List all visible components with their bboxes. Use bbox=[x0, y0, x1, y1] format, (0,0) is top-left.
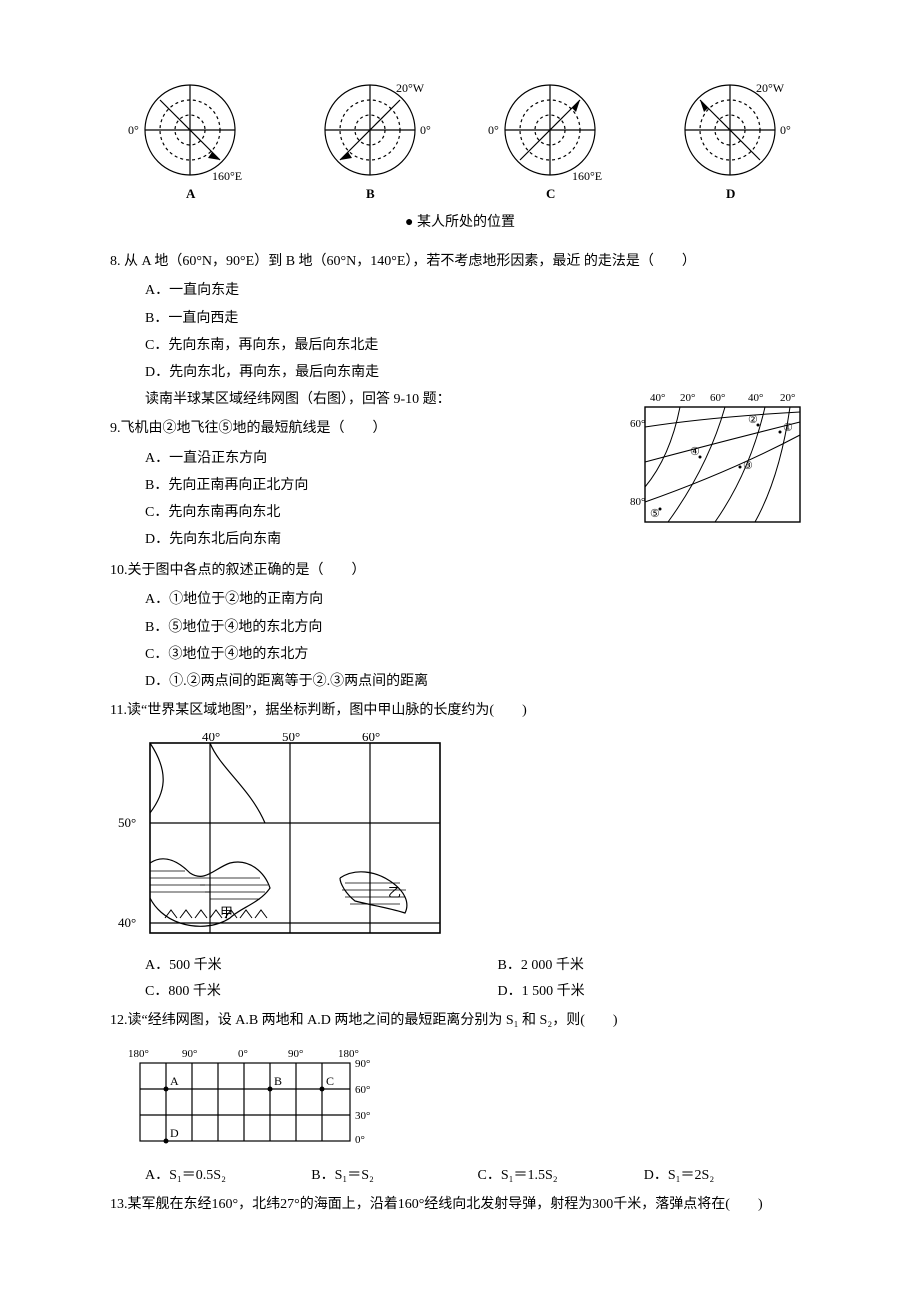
svg-text:D: D bbox=[170, 1126, 179, 1140]
svg-text:20°W: 20°W bbox=[396, 81, 425, 95]
panel-c: 0° 160°E C bbox=[470, 70, 630, 200]
q11-opt-b: B．2 000 千米 bbox=[498, 953, 811, 978]
svg-text:A: A bbox=[170, 1074, 179, 1088]
top-diagram-caption: ● 某人所处的位置 bbox=[110, 210, 810, 235]
q10-stem: 10.关于图中各点的叙述正确的是（ ） bbox=[110, 558, 810, 583]
svg-text:①: ① bbox=[783, 422, 793, 434]
svg-text:60°: 60° bbox=[355, 1084, 370, 1096]
q11-map: 40° 50° 60° 50° 40° 甲 乙 bbox=[110, 733, 450, 943]
svg-text:160°E: 160°E bbox=[572, 169, 602, 183]
svg-text:60°: 60° bbox=[362, 733, 380, 744]
q9-opt-b: B．先向正南再向正北方向 bbox=[145, 473, 612, 498]
q8-stem: 8. 从 A 地（60°N，90°E）到 B 地（60°N，140°E），若不考… bbox=[110, 249, 810, 274]
q10-opt-a: A．①地位于②地的正南方向 bbox=[145, 587, 810, 612]
svg-text:0°: 0° bbox=[488, 123, 499, 137]
q10-opt-b: B．⑤地位于④地的东北方向 bbox=[145, 615, 810, 640]
panel-d: 20°W 0° D bbox=[650, 70, 810, 200]
svg-text:B: B bbox=[274, 1074, 282, 1088]
svg-text:50°: 50° bbox=[118, 815, 136, 830]
svg-text:90°: 90° bbox=[288, 1048, 303, 1060]
svg-text:60°: 60° bbox=[630, 418, 645, 430]
panel-a: 0° 160°E A bbox=[110, 70, 270, 200]
svg-text:C: C bbox=[546, 186, 555, 200]
panel-b: 20°W 0° B bbox=[290, 70, 450, 200]
side-map: 40° 20° 60° 40° 20° 60° 80° ① ② ③ ④ ⑤ bbox=[630, 387, 810, 537]
q11-opt-d: D．1 500 千米 bbox=[498, 979, 811, 1004]
svg-text:④: ④ bbox=[690, 446, 700, 458]
q10-opt-d: D．①.②两点间的距离等于②.③两点间的距离 bbox=[145, 669, 810, 694]
q12-opt-a: A．S₁＝0.5S₂ bbox=[145, 1163, 311, 1188]
svg-text:C: C bbox=[326, 1074, 334, 1088]
q8-opt-b: B．一直向西走 bbox=[145, 306, 810, 331]
svg-text:②: ② bbox=[748, 414, 758, 426]
svg-text:⑤: ⑤ bbox=[650, 508, 660, 520]
svg-text:60°: 60° bbox=[710, 392, 725, 404]
q9-opt-c: C．先向东南再向东北 bbox=[145, 500, 612, 525]
svg-text:180°: 180° bbox=[128, 1048, 149, 1060]
q12-stem: 12.读“经纬网图，设 A.B 两地和 A.D 两地之间的最短距离分别为 S₁ … bbox=[110, 1008, 810, 1033]
svg-text:20°: 20° bbox=[780, 392, 795, 404]
q11-stem: 11.读“世界某区域地图”，据坐标判断，图中甲山脉的长度约为( ) bbox=[110, 698, 810, 723]
svg-text:乙: 乙 bbox=[388, 885, 401, 900]
svg-text:0°: 0° bbox=[355, 1134, 365, 1146]
q10-opt-c: C．③地位于④地的东北方 bbox=[145, 642, 810, 667]
q12-grid: 180° 90° 0° 90° 180° 90° 60° 30° 0° A B … bbox=[110, 1043, 390, 1153]
svg-text:160°E: 160°E bbox=[212, 169, 242, 183]
q9-stem: 9.飞机由②地飞往⑤地的最短航线是（ ） bbox=[110, 416, 612, 441]
q12-opt-c: C．S₁＝1.5S₂ bbox=[478, 1163, 644, 1188]
svg-text:40°: 40° bbox=[202, 733, 220, 744]
q8-options: A．一直向东走 B．一直向西走 C．先向东南，再向东，最后向东北走 D．先向东北… bbox=[110, 278, 810, 385]
q9-lead: 读南半球某区域经纬网图（右图），回答 9-10 题： bbox=[110, 387, 612, 412]
q11-opt-c: C．800 千米 bbox=[145, 979, 458, 1004]
q8-opt-d: D．先向东北，再向东，最后向东南走 bbox=[145, 360, 810, 385]
svg-text:甲: 甲 bbox=[220, 905, 233, 920]
q12-opt-b: B．S₁＝S₂ bbox=[311, 1163, 477, 1188]
top-diagram-row: 0° 160°E A 20°W 0° B 0° 160°E C bbox=[110, 70, 810, 200]
svg-text:0°: 0° bbox=[238, 1048, 248, 1060]
q8-opt-a: A．一直向东走 bbox=[145, 278, 810, 303]
q11-options: A．500 千米 B．2 000 千米 C．800 千米 D．1 500 千米 bbox=[110, 953, 810, 1003]
svg-text:D: D bbox=[726, 186, 735, 200]
q9-opt-a: A．一直沿正东方向 bbox=[145, 446, 612, 471]
q11-opt-a: A．500 千米 bbox=[145, 953, 458, 978]
q13-stem: 13.某军舰在东经160°，北纬27°的海面上，沿着160°经线向北发射导弹，射… bbox=[110, 1192, 810, 1217]
q12-options: A．S₁＝0.5S₂ B．S₁＝S₂ C．S₁＝1.5S₂ D．S₁＝2S₂ bbox=[110, 1163, 810, 1188]
svg-text:0°: 0° bbox=[128, 123, 139, 137]
svg-text:B: B bbox=[366, 186, 375, 200]
svg-text:40°: 40° bbox=[650, 392, 665, 404]
svg-text:20°W: 20°W bbox=[756, 81, 785, 95]
svg-text:80°: 80° bbox=[630, 496, 645, 508]
q9-opt-d: D．先向东北后向东南 bbox=[145, 527, 612, 552]
q12-opt-d: D．S₁＝2S₂ bbox=[644, 1163, 810, 1188]
svg-text:20°: 20° bbox=[680, 392, 695, 404]
svg-text:90°: 90° bbox=[182, 1048, 197, 1060]
q9-options: A．一直沿正东方向 B．先向正南再向正北方向 C．先向东南再向东北 D．先向东北… bbox=[110, 446, 612, 553]
svg-text:50°: 50° bbox=[282, 733, 300, 744]
svg-text:90°: 90° bbox=[355, 1058, 370, 1070]
svg-text:③: ③ bbox=[743, 460, 753, 472]
svg-text:A: A bbox=[186, 186, 196, 200]
svg-text:40°: 40° bbox=[118, 915, 136, 930]
q8-opt-c: C．先向东南，再向东，最后向东北走 bbox=[145, 333, 810, 358]
svg-text:0°: 0° bbox=[780, 123, 791, 137]
svg-text:30°: 30° bbox=[355, 1110, 370, 1122]
q10-options: A．①地位于②地的正南方向 B．⑤地位于④地的东北方向 C．③地位于④地的东北方… bbox=[110, 587, 810, 694]
svg-text:0°: 0° bbox=[420, 123, 431, 137]
svg-text:40°: 40° bbox=[748, 392, 763, 404]
